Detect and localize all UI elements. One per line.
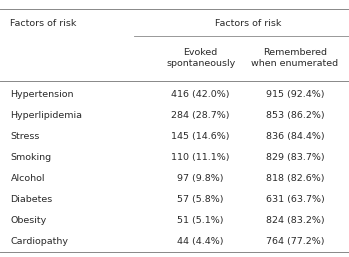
Text: 110 (11.1%): 110 (11.1%) <box>171 153 230 162</box>
Text: 97 (9.8%): 97 (9.8%) <box>177 174 224 183</box>
Text: 44 (4.4%): 44 (4.4%) <box>177 237 224 246</box>
Text: Stress: Stress <box>10 132 40 141</box>
Text: 631 (63.7%): 631 (63.7%) <box>266 195 324 204</box>
Text: Remembered
when enumerated: Remembered when enumerated <box>251 48 339 68</box>
Text: Hyperlipidemia: Hyperlipidemia <box>10 111 82 120</box>
Text: 824 (83.2%): 824 (83.2%) <box>266 216 324 225</box>
Text: 284 (28.7%): 284 (28.7%) <box>171 111 230 120</box>
Text: Factors of risk: Factors of risk <box>10 19 77 28</box>
Text: 145 (14.6%): 145 (14.6%) <box>171 132 230 141</box>
Text: Obesity: Obesity <box>10 216 47 225</box>
Text: 853 (86.2%): 853 (86.2%) <box>266 111 324 120</box>
Text: Hypertension: Hypertension <box>10 89 74 99</box>
Text: 829 (83.7%): 829 (83.7%) <box>266 153 324 162</box>
Text: Evoked
spontaneously: Evoked spontaneously <box>166 48 235 68</box>
Text: 416 (42.0%): 416 (42.0%) <box>171 89 230 99</box>
Text: Smoking: Smoking <box>10 153 52 162</box>
Text: 764 (77.2%): 764 (77.2%) <box>266 237 324 246</box>
Text: Diabetes: Diabetes <box>10 195 53 204</box>
Text: Alcohol: Alcohol <box>10 174 45 183</box>
Text: 836 (84.4%): 836 (84.4%) <box>266 132 324 141</box>
Text: Factors of risk: Factors of risk <box>215 19 281 28</box>
Text: 915 (92.4%): 915 (92.4%) <box>266 89 324 99</box>
Text: 57 (5.8%): 57 (5.8%) <box>177 195 224 204</box>
Text: 51 (5.1%): 51 (5.1%) <box>177 216 224 225</box>
Text: Cardiopathy: Cardiopathy <box>10 237 68 246</box>
Text: 818 (82.6%): 818 (82.6%) <box>266 174 324 183</box>
